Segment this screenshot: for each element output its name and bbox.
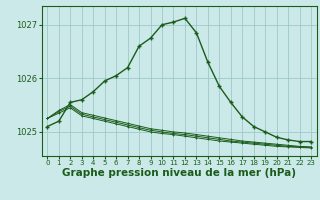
X-axis label: Graphe pression niveau de la mer (hPa): Graphe pression niveau de la mer (hPa) (62, 168, 296, 178)
